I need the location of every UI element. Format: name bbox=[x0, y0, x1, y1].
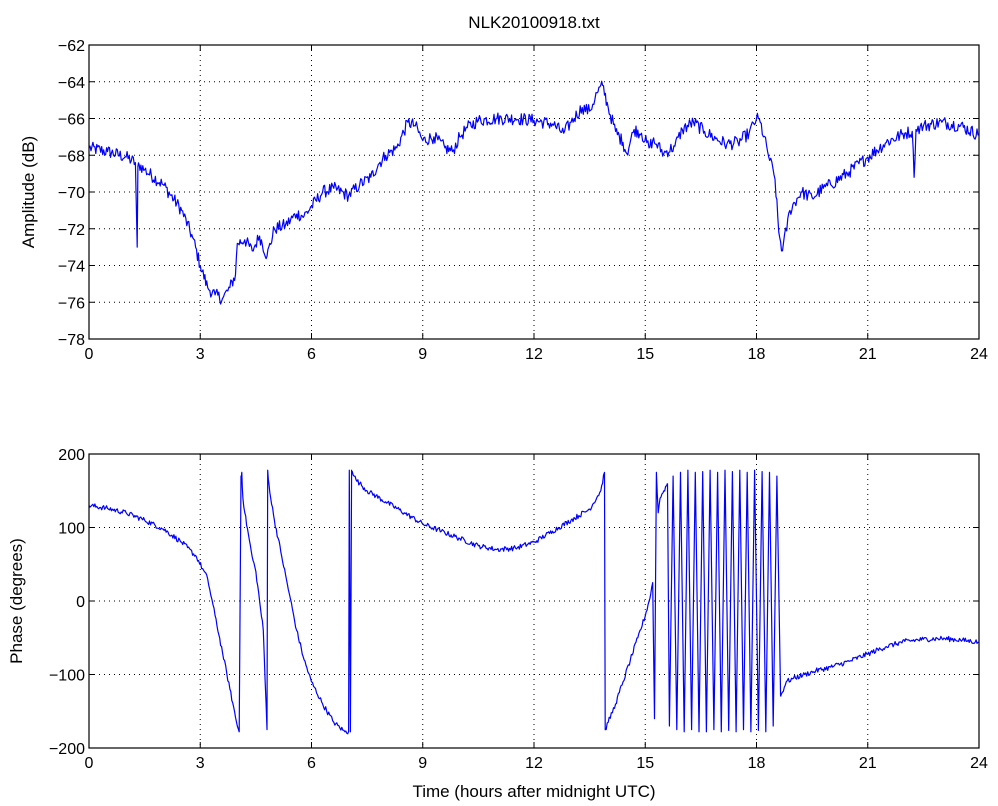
amplitude-x-tick-label: 0 bbox=[85, 346, 94, 363]
phase-y-tick-label: −200 bbox=[49, 741, 85, 758]
phase-x-tick-label: 24 bbox=[970, 755, 988, 772]
amplitude-y-tick-label: −66 bbox=[58, 112, 85, 129]
amplitude-grid bbox=[89, 45, 979, 339]
phase-x-tick-label: 0 bbox=[85, 755, 94, 772]
amplitude-ticks: 0 3 6 9 12 15 18 21 24 −78 −76 −74 −72 −70 −68 −66 −64 −6… bbox=[58, 38, 988, 363]
phase-y-tick-label: −100 bbox=[49, 668, 85, 685]
phase-series-line-1 bbox=[666, 469, 782, 733]
amplitude-y-tick-label: −74 bbox=[58, 259, 85, 276]
phase-series-line-0 bbox=[89, 469, 669, 735]
phase-series-layer bbox=[89, 469, 979, 735]
amplitude-y-tick-label: −68 bbox=[58, 148, 85, 165]
phase-x-tick-label: 18 bbox=[748, 755, 766, 772]
phase-x-tick-label: 6 bbox=[307, 755, 316, 772]
amplitude-series-layer bbox=[89, 80, 979, 305]
amplitude-series-line-0 bbox=[89, 80, 979, 305]
amplitude-x-tick-label: 24 bbox=[970, 346, 988, 363]
amplitude-x-tick-label: 3 bbox=[196, 346, 205, 363]
phase-x-tick-label: 15 bbox=[636, 755, 654, 772]
phase-x-tick-label: 9 bbox=[418, 755, 427, 772]
amplitude-x-tick-label: 9 bbox=[418, 346, 427, 363]
amplitude-x-tick-label: 12 bbox=[525, 346, 543, 363]
phase-y-tick-label: 0 bbox=[76, 594, 85, 611]
amplitude-y-tick-label: −62 bbox=[58, 38, 85, 55]
phase-y-tick-label: 200 bbox=[58, 447, 85, 464]
phase-y-axis-label: Phase (degrees) bbox=[7, 538, 26, 664]
amplitude-x-tick-label: 21 bbox=[859, 346, 877, 363]
phase-panel: 0 3 6 9 12 15 18 21 24 −200 −100 0 100 200 Phase (deg… bbox=[7, 447, 988, 801]
amplitude-plot-title: NLK20100918.txt bbox=[468, 13, 600, 32]
phase-x-tick-label: 3 bbox=[196, 755, 205, 772]
phase-ticks: 0 3 6 9 12 15 18 21 24 −200 −100 0 100 200 bbox=[49, 447, 988, 772]
amplitude-y-axis-label: Amplitude (dB) bbox=[19, 136, 38, 248]
phase-y-tick-label: 100 bbox=[58, 521, 85, 538]
phase-grid bbox=[89, 454, 979, 748]
phase-series-line-2 bbox=[780, 635, 979, 697]
amplitude-x-tick-label: 15 bbox=[636, 346, 654, 363]
phase-x-axis-label: Time (hours after midnight UTC) bbox=[412, 782, 655, 801]
amplitude-y-tick-label: −78 bbox=[58, 332, 85, 349]
amplitude-y-tick-label: −70 bbox=[58, 185, 85, 202]
amplitude-panel: NLK20100918.txt 0 3 6 9 12 15 18 21 24 −78 −76 −74 −… bbox=[19, 13, 988, 363]
amplitude-y-tick-label: −64 bbox=[58, 75, 85, 92]
amplitude-x-tick-label: 18 bbox=[748, 346, 766, 363]
phase-x-tick-label: 21 bbox=[859, 755, 877, 772]
phase-x-tick-label: 12 bbox=[525, 755, 543, 772]
amplitude-y-tick-label: −72 bbox=[58, 222, 85, 239]
amplitude-y-tick-label: −76 bbox=[58, 295, 85, 312]
amplitude-x-tick-label: 6 bbox=[307, 346, 316, 363]
